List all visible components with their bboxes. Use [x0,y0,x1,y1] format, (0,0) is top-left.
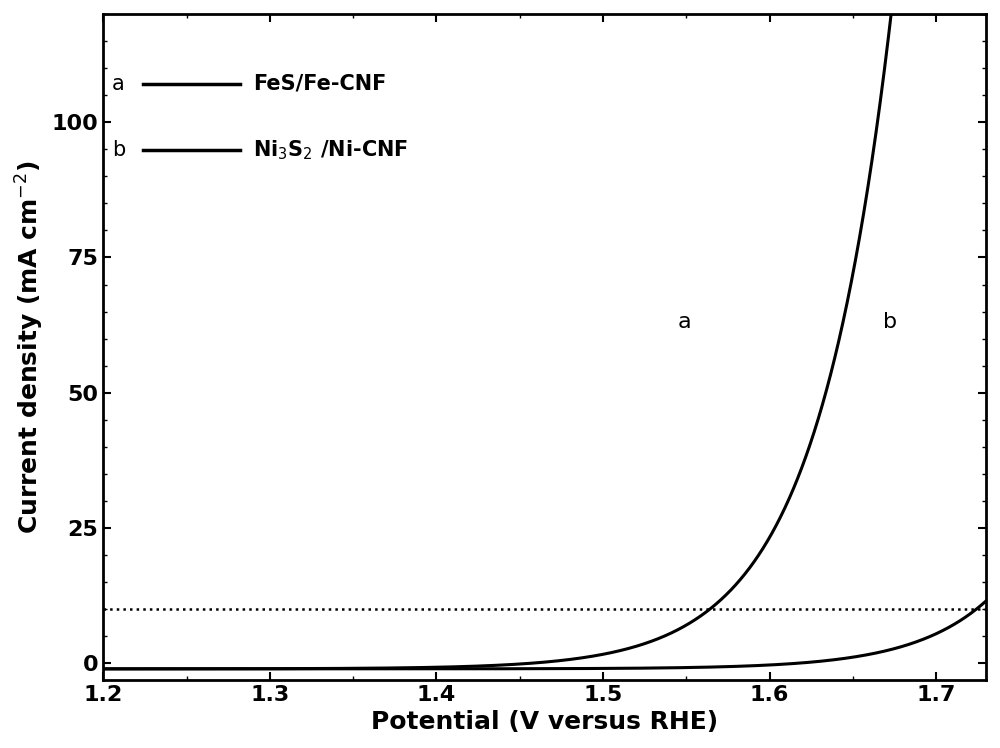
Text: Ni$_3$S$_2$ /Ni-CNF: Ni$_3$S$_2$ /Ni-CNF [253,138,409,162]
Text: b: b [112,141,125,160]
Text: b: b [883,312,897,332]
Y-axis label: Current density (mA cm$^{-2}$): Current density (mA cm$^{-2}$) [14,160,46,533]
Text: a: a [112,74,125,94]
X-axis label: Potential (V versus RHE): Potential (V versus RHE) [371,710,718,734]
Text: a: a [678,312,692,332]
Text: FeS/Fe-CNF: FeS/Fe-CNF [253,74,387,94]
